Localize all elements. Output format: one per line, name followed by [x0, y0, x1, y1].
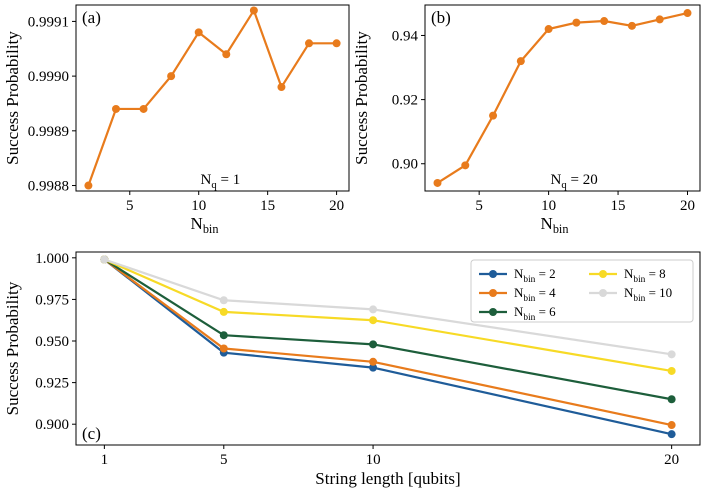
axes-frame-c: [75, 251, 701, 446]
legend-label-0: Nbin = 2: [514, 266, 556, 285]
x-tick-label-c-0: 1: [101, 452, 109, 468]
annotation-a: Nq = 1: [201, 172, 241, 191]
data-point-a-0-5: [222, 50, 231, 59]
y-axis-label-b: Success Probability: [352, 31, 371, 165]
series-line-c-2: [103, 258, 672, 401]
data-point-a-0-9: [332, 39, 341, 48]
legend-label-3: Nbin = 8: [624, 266, 666, 285]
data-point-c-0-2: [369, 363, 378, 372]
panel-c: 1 5 10 20 0.900 0.925 0.950 0.975 1.000 Success P…: [3, 251, 701, 488]
data-point-a-0-7: [277, 83, 286, 92]
data-point-c-2-1: [219, 331, 228, 340]
series-b-0: [433, 9, 692, 187]
y-tick-label-c-3: 0.975: [35, 292, 69, 308]
legend-label-1: Nbin = 4: [514, 285, 556, 304]
x-tick-label-a-1: 10: [191, 198, 206, 214]
y-tick-label-c-2: 0.950: [35, 334, 69, 350]
data-point-c-1-2: [369, 357, 378, 366]
y-axis-label-a: Success Probability: [3, 31, 22, 165]
y-tick-label-b-0: 0.90: [392, 157, 418, 173]
y-tick-label-c-4: 1.000: [35, 251, 69, 267]
data-point-b-0-2: [489, 111, 498, 120]
panel-b: 5 10 15 20 0.90 0.92 0.94 Success Probability Nb…: [352, 4, 701, 236]
x-tick-label-c-3: 20: [664, 452, 679, 468]
x-tick-label-a-3: 20: [329, 198, 344, 214]
x-tick-label-b-3: 20: [680, 198, 695, 214]
series-a-0: [84, 6, 341, 190]
axes-frame-b: [424, 4, 701, 192]
x-axis-label-b: Nbin: [541, 214, 569, 236]
data-point-c-3-2: [369, 316, 378, 325]
x-tick-label-a-0: 5: [126, 198, 134, 214]
data-point-c-4-3: [667, 350, 676, 359]
y-tick-label-a-3: 0.9991: [28, 14, 69, 30]
data-point-c-4-0: [100, 255, 109, 264]
data-point-a-0-3: [167, 72, 176, 81]
series-line-c-3: [103, 258, 672, 373]
legend-marker-0: [489, 270, 497, 278]
x-tick-label-c-1: 5: [220, 452, 228, 468]
series-line-a-0: [87, 7, 337, 186]
data-point-a-0-8: [305, 39, 314, 48]
data-point-b-0-5: [572, 18, 581, 27]
data-point-a-0-1: [111, 104, 120, 113]
data-point-b-0-0: [433, 178, 442, 187]
y-tick-label-b-1: 0.92: [392, 93, 418, 109]
series-line-c-4: [104, 258, 672, 356]
panel-label-c: (c): [82, 424, 101, 443]
legend-marker-2: [489, 308, 497, 316]
x-tick-label-a-2: 15: [260, 198, 275, 214]
y-tick-label-a-2: 0.9990: [28, 69, 69, 85]
series-line-c-1: [103, 258, 672, 427]
legend-label-4: Nbin = 10: [624, 285, 672, 304]
data-point-b-0-1: [461, 161, 470, 170]
legend-label-2: Nbin = 6: [514, 304, 556, 323]
panel-a: 5 10 15 20 0.9988 0.9989 0.9990 0.9991 Success P…: [3, 4, 350, 236]
legend-marker-1: [489, 289, 497, 297]
data-point-b-0-9: [683, 9, 692, 18]
panel-label-b: (b): [431, 8, 451, 27]
data-point-c-2-2: [369, 340, 378, 349]
annotation-b: Nq = 20: [551, 172, 598, 191]
data-point-a-0-0: [84, 181, 93, 190]
data-point-a-0-2: [139, 104, 148, 113]
y-tick-label-a-0: 0.9988: [28, 179, 69, 195]
data-point-c-3-1: [219, 307, 228, 316]
data-point-c-1-1: [219, 344, 228, 353]
axes-frame-a: [75, 4, 350, 192]
x-tick-label-b-0: 5: [475, 198, 483, 214]
data-point-c-1-3: [667, 421, 676, 430]
panel-label-a: (a): [82, 8, 101, 27]
data-point-c-0-3: [667, 430, 676, 439]
data-point-c-4-1: [219, 296, 228, 305]
x-tick-label-b-2: 15: [611, 198, 626, 214]
y-tick-label-c-1: 0.925: [35, 376, 69, 392]
y-tick-label-c-0: 0.900: [35, 417, 69, 433]
x-axis-label-c: String length [qubits]: [315, 469, 460, 488]
x-tick-label-c-2: 10: [366, 452, 381, 468]
series-c-4: [100, 255, 676, 359]
data-point-c-3-3: [667, 366, 676, 375]
legend-marker-4: [599, 289, 607, 297]
data-point-c-4-2: [369, 305, 378, 314]
y-tick-label-a-1: 0.9989: [28, 124, 69, 140]
data-point-b-0-7: [627, 21, 636, 30]
data-point-a-0-6: [249, 6, 258, 15]
x-tick-label-b-1: 10: [541, 198, 556, 214]
data-point-b-0-4: [544, 25, 553, 34]
x-axis-label-a: Nbin: [191, 214, 219, 236]
y-tick-label-b-2: 0.94: [392, 28, 419, 44]
series-line-b-0: [436, 11, 688, 184]
data-point-c-2-3: [667, 395, 676, 404]
legend-box: [470, 259, 694, 323]
data-point-a-0-4: [194, 28, 203, 37]
legend-marker-3: [599, 270, 607, 278]
data-point-b-0-3: [516, 57, 525, 66]
data-point-b-0-6: [600, 17, 609, 26]
series-line-c-0: [103, 258, 672, 436]
y-axis-label-c: Success Probability: [3, 281, 22, 415]
data-point-b-0-8: [655, 15, 664, 24]
